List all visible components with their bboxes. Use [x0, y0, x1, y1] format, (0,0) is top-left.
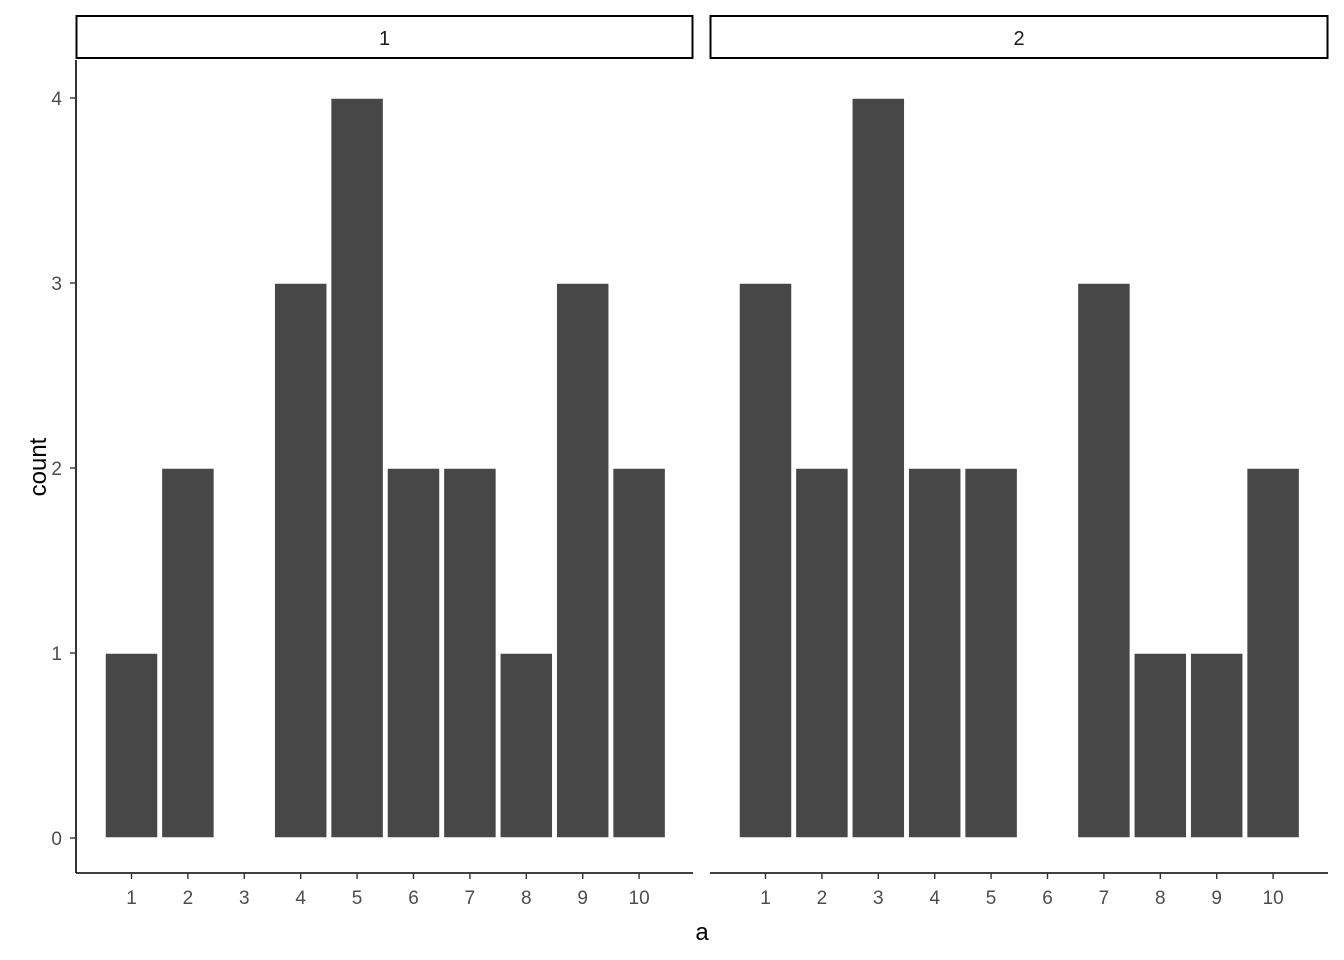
bar-9 [1189, 652, 1244, 839]
x-tick-label: 8 [1155, 888, 1166, 909]
bar-4 [907, 467, 962, 839]
x-tick-label: 7 [465, 888, 476, 909]
x-tick-label: 10 [629, 888, 650, 909]
bar-2 [794, 467, 850, 839]
facet-panel-1: 1 1 2 3 4 5 6 7 8 9 10 [75, 15, 694, 909]
x-axis-title: a [695, 919, 709, 946]
x-tick-label: 2 [183, 888, 194, 909]
facet-strip [75, 15, 694, 59]
y-axis-title: count [25, 437, 52, 496]
bar-1 [104, 652, 159, 839]
bar-10 [611, 467, 667, 839]
bar-6 [386, 467, 441, 839]
bar-2 [160, 467, 216, 839]
bar-8 [1133, 652, 1188, 839]
x-tick-label: 9 [1211, 888, 1222, 909]
x-tick-label: 6 [1042, 888, 1053, 909]
x-tick-label: 7 [1099, 888, 1110, 909]
bar-1 [738, 282, 793, 839]
x-tick-label: 4 [929, 888, 940, 909]
bar-8 [499, 652, 554, 839]
x-tick-label: 8 [521, 888, 532, 909]
bar-9 [555, 282, 610, 839]
y-tick-label: 3 [51, 274, 62, 295]
x-tick-label: 1 [760, 888, 771, 909]
bar-7 [1076, 282, 1132, 839]
x-tick-label: 6 [408, 888, 419, 909]
bar-5 [329, 97, 385, 839]
x-tick-label: 4 [295, 888, 306, 909]
facet-panel-2: 2 1 2 3 4 5 6 7 8 9 10 [709, 15, 1329, 909]
y-tick-label: 1 [51, 644, 62, 665]
bar-7 [442, 467, 498, 839]
x-tick-label: 10 [1263, 888, 1284, 909]
x-tick-label: 1 [126, 888, 137, 909]
bar-4 [273, 282, 328, 839]
facet-strip-label: 2 [1013, 28, 1024, 50]
bar-3 [851, 97, 906, 839]
x-tick-label: 2 [817, 888, 828, 909]
x-tick-label: 9 [577, 888, 588, 909]
x-tick-label: 5 [986, 888, 997, 909]
x-tick-label: 3 [239, 888, 250, 909]
y-axis: 0 1 2 3 4 [51, 60, 77, 873]
bar-5 [963, 467, 1019, 839]
bar-10 [1245, 467, 1301, 839]
facet-strip [709, 15, 1329, 59]
y-tick-label: 0 [51, 829, 62, 850]
x-tick-label: 5 [352, 888, 363, 909]
x-tick-label: 3 [873, 888, 884, 909]
facet-strip-label: 1 [379, 28, 390, 50]
y-tick-label: 2 [51, 459, 62, 480]
y-tick-label: 4 [51, 89, 62, 110]
